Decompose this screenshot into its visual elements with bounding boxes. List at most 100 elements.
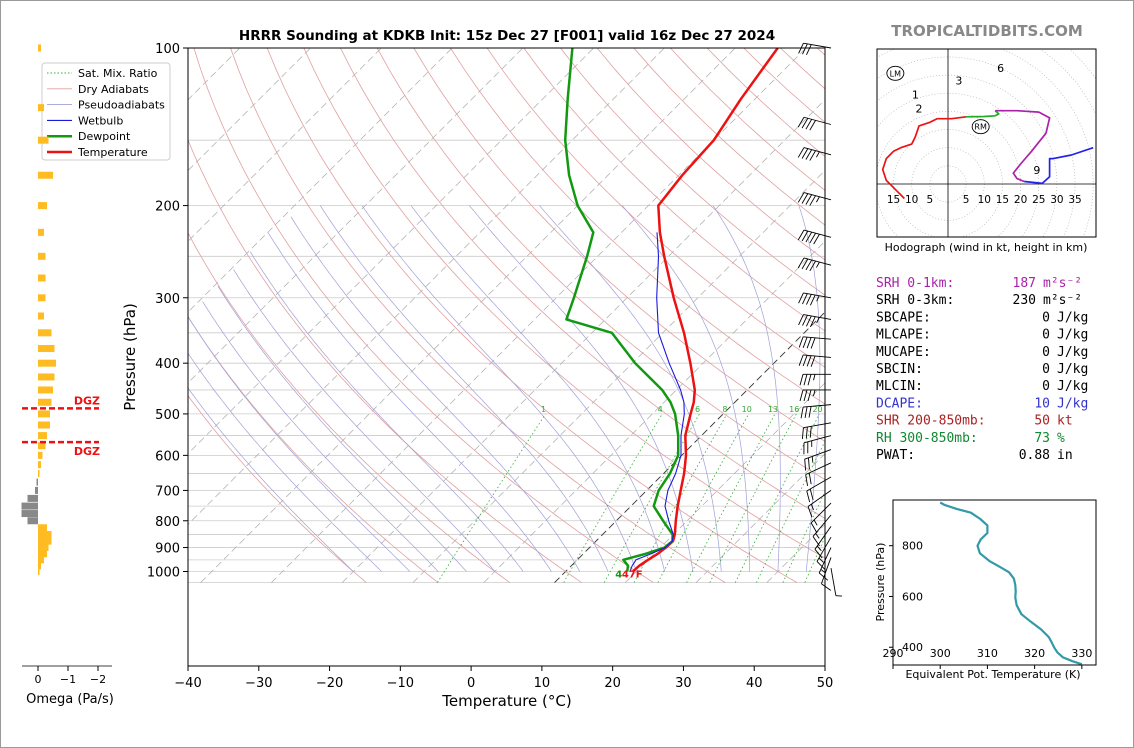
omega-bar [38,537,52,545]
marker-label: RM [974,123,987,132]
wind-barb-flag [810,337,816,349]
surface-temperature-label: 47F [622,570,643,581]
theta-y-tick-label: 600 [902,590,923,603]
wind-barb-staff [804,449,832,460]
hodograph-ring-label: 30 [1050,194,1063,206]
wind-barb-half-flag [815,533,820,539]
omega-bar [38,470,40,478]
wind-barb [800,404,832,419]
wind-barb-staff [803,435,832,444]
param-value: 0 [1042,328,1050,343]
x-tick-label: 50 [817,676,834,691]
wind-barb-flag [801,118,809,129]
wind-barb [797,229,832,245]
dry-adiabat-line [266,48,798,583]
mixing-ratio-line [709,413,797,583]
wind-barb [816,536,832,570]
dgz-label: DGZ [74,394,100,407]
pseudoadiabat-line [319,205,609,572]
mixing-ratio-label: 30 [856,405,866,414]
x-tick-label: −20 [316,676,343,691]
dry-adiabat-line [188,232,511,583]
param-unit: % [1057,431,1065,446]
hodograph-frame [876,48,1097,238]
wind-barb-staff [818,547,832,574]
omega-bar [38,568,40,575]
wind-barb-flag [802,293,808,305]
mixing-ratio-label: 8 [722,405,727,414]
wind-barb-staff [806,476,832,492]
omega-bar [38,398,52,406]
y-tick-label: 700 [155,484,180,499]
wind-barb-flag [797,147,805,158]
wind-barb [798,292,832,306]
series-line-wetbulb [629,232,685,572]
omega-bar [35,486,38,494]
wind-barb-flag [797,117,805,128]
wind-barb-half-flag [816,261,820,268]
theta-x-tick-label: 320 [1024,647,1045,660]
wind-barb [814,526,832,559]
wind-barb-flag [798,314,804,326]
param-label: PWAT: [876,448,915,463]
wind-barb [799,389,831,402]
wind-barb-flag [805,119,813,130]
hodograph-ring-label: 25 [1032,194,1045,206]
dry-adiabat-line [560,48,825,296]
wind-barb-flag [801,258,809,270]
mixing-ratio-lines: 1 4 6 8 10 13 16 20 24 30 36 [437,405,866,583]
chart-title: HRRR Sounding at KDKB Init: 15z Dec 27 [… [239,28,775,44]
theta-x-tick-label: 290 [883,647,904,660]
wind-barb-staff [814,526,832,550]
param-value: 230 [1013,293,1036,308]
mixing-ratio-line [756,440,825,583]
wind-barb-staff [803,422,832,429]
param-row: DCAPE: 10 J/kg [876,396,1088,411]
wind-barb [807,490,832,518]
wind-barb-half-flag [811,456,814,463]
omega-bar [38,359,56,367]
hodograph-height-label: 6 [997,62,1004,75]
param-row: MUCAPE: 0 J/kg [876,345,1088,360]
wind-barb-flag [802,315,808,326]
wind-barb-flag [818,572,829,581]
mixing-ratio-label: 4 [658,405,663,414]
wind-barb [804,449,832,471]
wind-barb-flag [804,406,808,419]
theta-x-tick-label: 310 [977,647,998,660]
wind-barb-flag [804,459,807,471]
hodograph-trace [995,109,1051,183]
wind-barb-staff [803,192,832,201]
omega-bar [38,386,53,394]
pseudoadiabat-line [290,216,581,572]
wind-barb-staff [821,557,832,584]
wind-barb-staff [803,229,832,238]
omega-bar [36,478,38,486]
param-value: 0 [1042,345,1050,360]
omega-bar [38,171,53,179]
hodograph-ring-label: 15 [887,194,900,206]
param-label: MUCAPE: [876,345,931,360]
wind-barb-staff [807,490,832,507]
pseudoadiabat-line [539,205,722,572]
wind-barb-flag [797,257,805,269]
omega-tick-label: 0 [35,673,42,686]
x-tick-label: 10 [534,676,551,691]
omega-bar [38,562,41,570]
wind-barb-flag [798,292,804,304]
skewt-plot: 1 4 6 8 10 13 16 20 24 30 36 −40 −30 −20 −10 0 10 20 30 40… [121,42,866,710]
pseudoadiabat-line [188,352,382,572]
wind-barb-flag [806,315,812,327]
wind-barb-half-flag [820,568,826,574]
wind-barb-flag [809,195,816,206]
wind-barb [798,336,832,349]
mixing-ratio-label: 20 [812,405,822,414]
hodograph-trace [1024,146,1094,185]
wind-barb-half-flag [816,295,820,302]
param-label: SBCIN: [876,362,923,377]
param-row: PWAT: 0.88 in [876,448,1073,463]
theta-y-tick-label: 400 [902,641,923,654]
y-tick-label: 800 [155,515,180,530]
y-tick-label: 200 [155,200,180,215]
wind-barb-staff [803,404,832,408]
